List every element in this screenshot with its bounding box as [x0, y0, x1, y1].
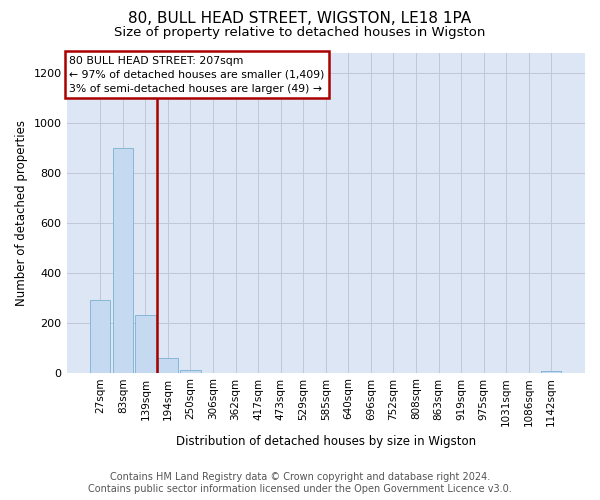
Text: 80 BULL HEAD STREET: 207sqm
← 97% of detached houses are smaller (1,409)
3% of s: 80 BULL HEAD STREET: 207sqm ← 97% of det… — [69, 56, 325, 94]
Text: Contains HM Land Registry data © Crown copyright and database right 2024.
Contai: Contains HM Land Registry data © Crown c… — [88, 472, 512, 494]
Bar — [90, 300, 110, 372]
Bar — [113, 148, 133, 372]
Y-axis label: Number of detached properties: Number of detached properties — [15, 120, 28, 306]
Bar — [158, 358, 178, 372]
Text: Size of property relative to detached houses in Wigston: Size of property relative to detached ho… — [115, 26, 485, 39]
X-axis label: Distribution of detached houses by size in Wigston: Distribution of detached houses by size … — [176, 434, 476, 448]
Bar — [135, 315, 155, 372]
Text: 80, BULL HEAD STREET, WIGSTON, LE18 1PA: 80, BULL HEAD STREET, WIGSTON, LE18 1PA — [128, 11, 472, 26]
Bar — [181, 370, 200, 372]
